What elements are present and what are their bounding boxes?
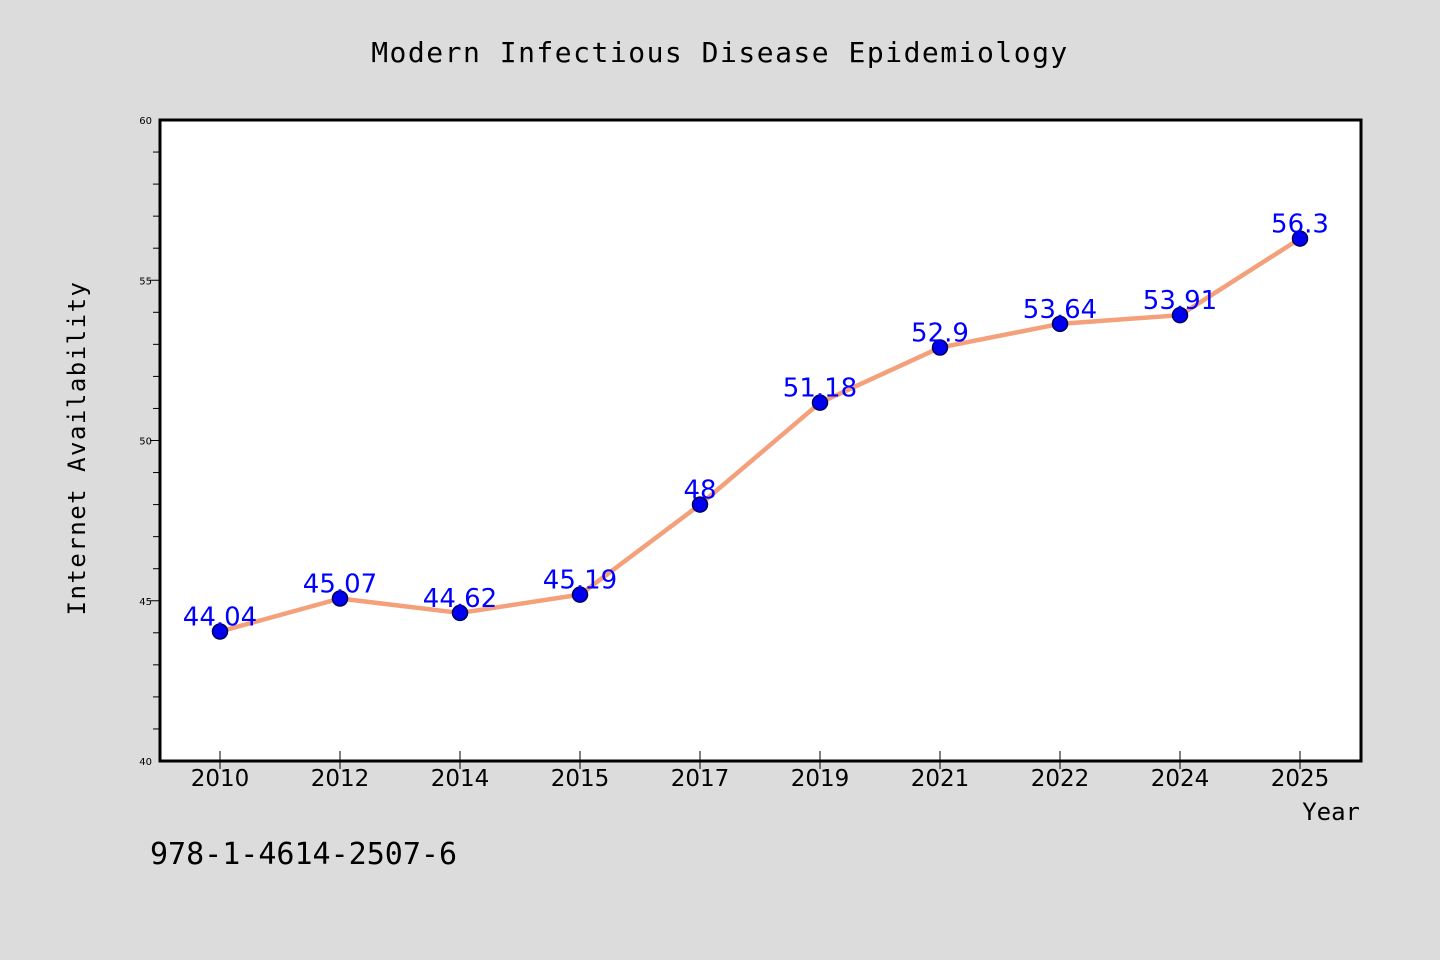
series-line-group <box>217 236 1303 634</box>
plot-area <box>158 118 1363 763</box>
data-label: 45.07 <box>303 570 377 600</box>
x-tick-label: 2019 <box>791 766 850 792</box>
series-line <box>217 236 1303 634</box>
data-point <box>1291 230 1309 247</box>
y-tick-label: 40 <box>139 757 152 768</box>
y-tick-label: 50 <box>139 437 152 448</box>
y-tick-label: 45 <box>139 597 152 608</box>
x-tick-label: 2024 <box>1151 766 1210 792</box>
data-label: 44.04 <box>183 603 257 633</box>
x-tick-label: 2012 <box>311 766 370 792</box>
data-point <box>571 586 589 603</box>
y-axis: 40 45 50 55 60 <box>139 116 160 768</box>
isbn-text: 978-1-4614-2507-6 <box>150 837 457 872</box>
y-axis-label: Internet Availability <box>63 281 91 616</box>
data-label: 53.91 <box>1143 286 1217 316</box>
data-labels: 44.04 45.07 44.62 45.19 48 51.18 52.9 53.64 53.9… <box>183 210 1329 633</box>
data-label: 48 <box>683 476 716 506</box>
x-axis: 2010 2012 2014 2015 2017 2019 2021 2022 2024 2025 <box>191 751 1330 792</box>
data-point <box>931 339 949 356</box>
x-tick-label: 2010 <box>191 766 250 792</box>
x-tick-label: 2014 <box>431 766 490 792</box>
data-point <box>1171 306 1189 324</box>
data-point <box>811 394 829 411</box>
x-axis-label: Year <box>1302 798 1360 826</box>
data-label: 52.9 <box>911 319 969 349</box>
data-point <box>211 623 229 640</box>
data-point <box>691 496 709 513</box>
data-point <box>331 590 349 607</box>
y-tick-label: 60 <box>139 116 152 127</box>
data-label: 53.64 <box>1023 295 1097 325</box>
data-points <box>211 230 1309 640</box>
y-tick-label: 55 <box>139 276 152 287</box>
x-tick-label: 2015 <box>551 766 610 792</box>
data-point <box>1051 315 1069 333</box>
x-tick-label: 2021 <box>911 766 970 792</box>
data-label: 51.18 <box>783 374 857 404</box>
data-label: 45.19 <box>543 566 617 596</box>
x-tick-label: 2022 <box>1031 766 1090 792</box>
data-point <box>451 604 469 622</box>
x-tick-label: 2025 <box>1271 766 1330 792</box>
data-label: 44.62 <box>423 584 497 614</box>
data-label: 56.3 <box>1271 210 1329 240</box>
chart-title: Modern Infectious Disease Epidemiology <box>371 36 1069 69</box>
x-tick-label: 2017 <box>671 766 730 792</box>
